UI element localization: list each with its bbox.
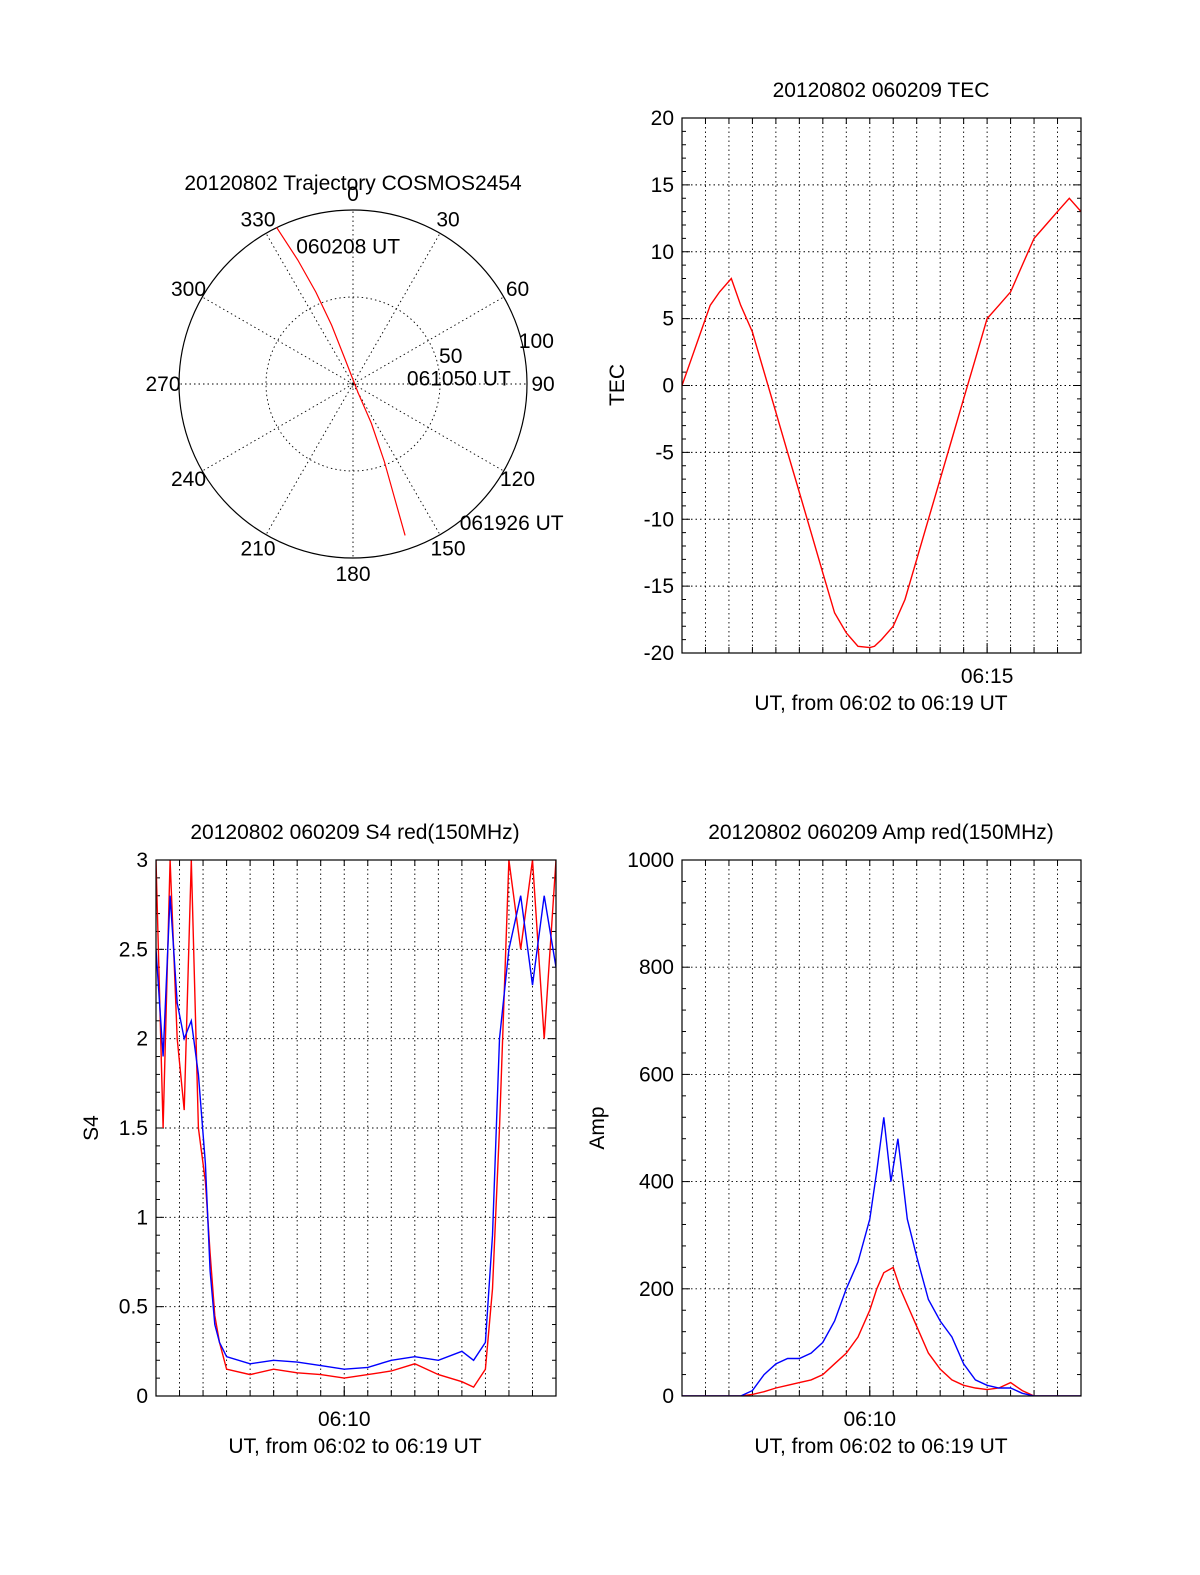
- polar-angle-label: 210: [240, 538, 275, 561]
- polar-angle-label: 60: [506, 278, 529, 301]
- polar-angle-label: 270: [145, 373, 180, 396]
- s4-y-axis-label: S4: [80, 1115, 103, 1141]
- polar-angle-label: 330: [240, 209, 275, 232]
- polar-labels: 0 30 60 90 120 150 180 210 240 270 300 330 50 100 0602…: [145, 183, 563, 586]
- y-tick-label: -10: [644, 508, 674, 531]
- y-tick-label: 800: [639, 956, 674, 979]
- y-tick-label: 1000: [627, 849, 674, 872]
- polar-series: [276, 227, 406, 536]
- polar-angle-label: 120: [500, 468, 535, 491]
- series-line-2: [682, 1117, 1081, 1396]
- tec-x-axis-label: UT, from 06:02 to 06:19 UT: [754, 692, 1007, 715]
- polar-spoke: [352, 383, 504, 472]
- polar-angle-label: 150: [430, 538, 465, 561]
- y-tick-label: 10: [651, 241, 674, 264]
- y-tick-label: 2.5: [119, 938, 148, 961]
- y-tick-label: 15: [651, 174, 674, 197]
- amp-y-axis-label: Amp: [586, 1106, 609, 1149]
- y-tick-label: -20: [644, 642, 674, 665]
- series-line-1: [156, 860, 556, 1388]
- polar-angle-label: 0: [347, 183, 359, 206]
- series-line-1: [682, 1266, 1081, 1396]
- polar-trajectory-line: [276, 227, 406, 536]
- y-tick-label: 400: [639, 1171, 674, 1194]
- tec-y-axis-label: TEC: [606, 364, 629, 406]
- y-tick-label: 1: [136, 1206, 148, 1229]
- amp-chart: 20120802 060209 Amp red(150MHz) 0 200 400 6…: [586, 821, 1082, 1458]
- polar-spoke: [352, 296, 504, 385]
- series-line-1: [682, 197, 1081, 649]
- y-tick-label: 0: [662, 1385, 674, 1408]
- polar-angle-label: 240: [171, 468, 206, 491]
- y-tick-label: 5: [662, 308, 674, 331]
- plot-frame: [155, 859, 557, 1397]
- y-tick-label: -5: [655, 441, 674, 464]
- polar-time-annotation: 060208 UT: [296, 236, 400, 259]
- polar-time-annotation: 061050 UT: [407, 368, 511, 391]
- polar-spoke: [352, 383, 441, 535]
- amp-x-axis-label: UT, from 06:02 to 06:19 UT: [754, 1435, 1007, 1458]
- y-tick-label: 0: [136, 1385, 148, 1408]
- polar-spoke: [352, 233, 441, 385]
- polar-spoke: [265, 233, 354, 385]
- polar-angle-label: 90: [531, 373, 554, 396]
- plot-frame: [681, 117, 1082, 654]
- y-tick-label: 1.5: [119, 1117, 148, 1140]
- polar-angle-label: 180: [335, 563, 370, 586]
- tec-chart: 20120802 060209 TEC -20 -15 -10 -5 0 5 10 15 20 0…: [606, 79, 1082, 715]
- amp-chart-title: 20120802 060209 Amp red(150MHz): [708, 821, 1054, 844]
- x-tick-label: 06:10: [843, 1408, 896, 1431]
- tec-chart-title: 20120802 060209 TEC: [773, 79, 990, 102]
- polar-angle-label: 300: [171, 278, 206, 301]
- y-tick-label: 0: [662, 375, 674, 398]
- amp-plot-area: 0 200 400 600 800 1000 06:10: [627, 849, 1082, 1431]
- x-tick-label: 06:15: [961, 665, 1014, 688]
- polar-trajectory-chart: 20120802 Trajectory COSMOS2454 0 30 60 90 12…: [145, 172, 563, 586]
- s4-x-axis-label: UT, from 06:02 to 06:19 UT: [228, 1435, 481, 1458]
- y-tick-label: 600: [639, 1063, 674, 1086]
- polar-radius-label: 100: [519, 330, 554, 353]
- series-line-2: [156, 895, 556, 1370]
- s4-plot-area: 0 0.5 1 1.5 2 2.5 3 06:10: [119, 849, 557, 1431]
- polar-outer-circle: [178, 209, 528, 559]
- y-tick-label: 0.5: [119, 1296, 148, 1319]
- tec-plot-area: -20 -15 -10 -5 0 5 10 15 20 06:15: [644, 107, 1082, 688]
- polar-radius-label: 50: [439, 345, 462, 368]
- polar-time-annotation: 061926 UT: [460, 512, 564, 535]
- y-tick-label: -15: [644, 575, 674, 598]
- s4-chart-title: 20120802 060209 S4 red(150MHz): [190, 821, 519, 844]
- plot-frame: [681, 859, 1082, 1397]
- x-tick-label: 06:10: [318, 1408, 371, 1431]
- y-tick-label: 200: [639, 1278, 674, 1301]
- y-tick-label: 2: [136, 1028, 148, 1051]
- s4-chart: 20120802 060209 S4 red(150MHz) 0 0.5 1 1.5 2…: [80, 821, 557, 1458]
- y-tick-label: 20: [651, 107, 674, 130]
- polar-chart-title: 20120802 Trajectory COSMOS2454: [184, 172, 522, 195]
- polar-spoke: [265, 383, 354, 535]
- y-tick-label: 3: [136, 849, 148, 872]
- polar-spoke: [202, 296, 354, 385]
- polar-angle-label: 30: [436, 209, 459, 232]
- polar-spoke: [202, 383, 354, 472]
